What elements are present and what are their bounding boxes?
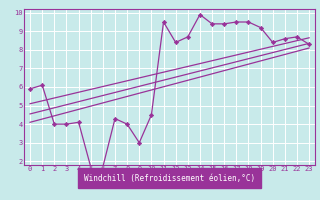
X-axis label: Windchill (Refroidissement éolien,°C): Windchill (Refroidissement éolien,°C) xyxy=(84,174,255,183)
